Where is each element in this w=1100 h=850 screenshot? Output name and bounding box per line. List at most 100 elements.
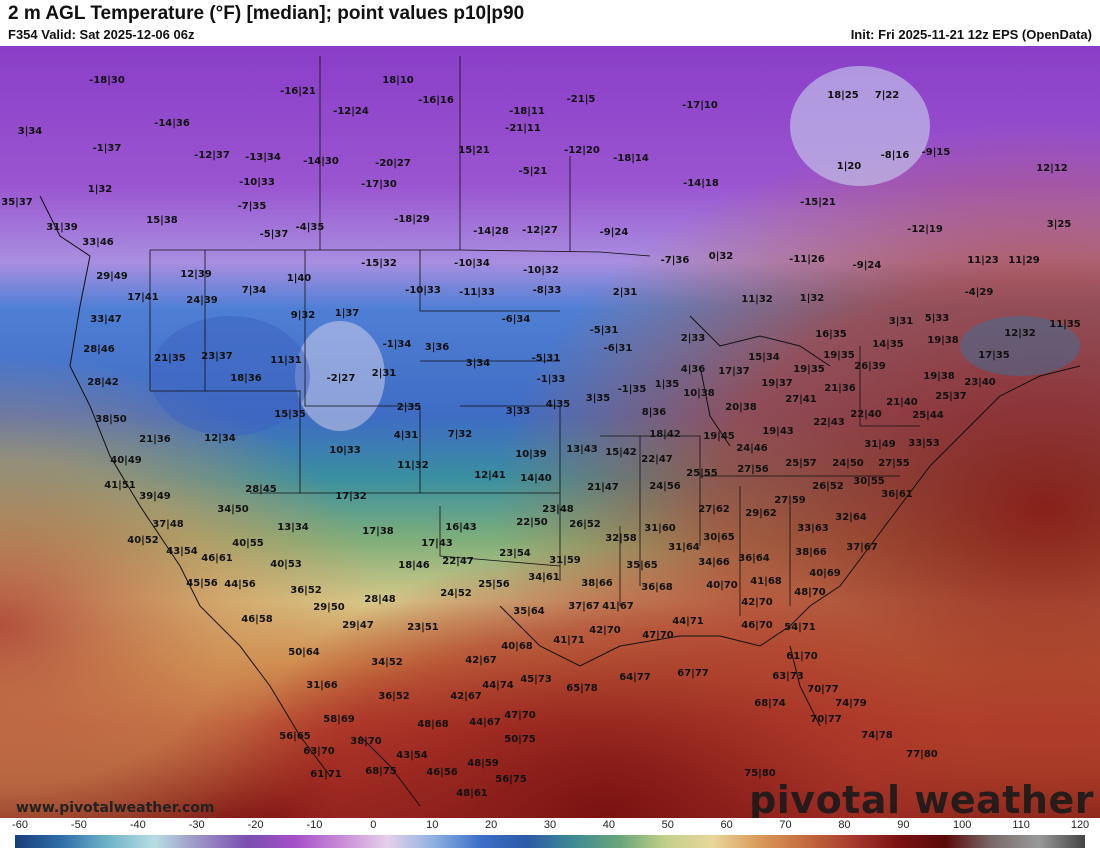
point-value: -1|33 — [536, 374, 566, 385]
point-value: -17|30 — [361, 179, 397, 190]
point-value: 43|54 — [166, 546, 198, 557]
point-value: -16|21 — [280, 86, 316, 97]
point-value: 42|67 — [465, 655, 497, 666]
colorbar-tick-label: 120 — [1070, 819, 1090, 831]
point-value: -17|10 — [682, 100, 718, 111]
point-value: 41|68 — [750, 576, 782, 587]
point-value: 38|66 — [795, 547, 827, 558]
point-value: 37|67 — [846, 542, 878, 553]
point-value: 47|70 — [504, 710, 536, 721]
point-value: 3|31 — [888, 316, 914, 327]
point-value: 10|39 — [515, 449, 547, 460]
point-value: 36|52 — [290, 585, 322, 596]
point-value: -18|14 — [613, 153, 649, 164]
point-value: 11|23 — [967, 255, 999, 266]
point-value: 33|46 — [82, 237, 114, 248]
point-value: 24|39 — [186, 295, 218, 306]
point-value: -4|29 — [964, 287, 994, 298]
point-value: 36|68 — [641, 582, 673, 593]
point-value: 24|52 — [440, 588, 472, 599]
point-value: 50|75 — [504, 734, 536, 745]
point-value: 35|64 — [513, 606, 545, 617]
point-value: 40|55 — [232, 538, 264, 549]
point-value: 44|71 — [672, 616, 704, 627]
point-value: 28|45 — [245, 484, 277, 495]
point-value: 3|35 — [585, 393, 611, 404]
point-value: 4|35 — [545, 399, 571, 410]
point-value: 29|62 — [745, 508, 777, 519]
point-value: 29|49 — [96, 271, 128, 282]
point-value: -5|31 — [531, 353, 561, 364]
point-value: -12|24 — [333, 106, 369, 117]
point-value: 38|66 — [581, 578, 613, 589]
point-value: -12|20 — [564, 145, 600, 156]
point-value: 19|45 — [703, 431, 735, 442]
point-value: 18|36 — [230, 373, 262, 384]
point-value: 15|42 — [605, 447, 637, 458]
point-value: 12|12 — [1036, 163, 1068, 174]
point-value: -12|37 — [194, 150, 230, 161]
point-value: -18|30 — [89, 75, 125, 86]
point-value: 63|70 — [303, 746, 335, 757]
point-value: 50|64 — [288, 647, 320, 658]
point-value: 25|55 — [686, 468, 718, 479]
point-value: 43|54 — [396, 750, 428, 761]
point-value: 11|29 — [1008, 255, 1040, 266]
colorbar-tick-label: 30 — [543, 819, 557, 831]
point-value: 21|35 — [154, 353, 186, 364]
point-value: -1|34 — [382, 339, 412, 350]
point-value: 14|35 — [872, 339, 904, 350]
colorbar-tick-label: 20 — [484, 819, 498, 831]
point-value: -1|35 — [617, 384, 647, 395]
point-value: 22|50 — [516, 517, 548, 528]
point-value: -20|27 — [375, 158, 411, 169]
point-value: 1|37 — [334, 308, 360, 319]
point-value: -1|37 — [92, 143, 122, 154]
point-value: 11|32 — [741, 294, 773, 305]
point-value: -21|5 — [566, 94, 596, 105]
colorbar-tick-label: -50 — [70, 819, 87, 831]
point-value: 42|70 — [589, 625, 621, 636]
point-value: 35|65 — [626, 560, 658, 571]
point-value: 19|43 — [762, 426, 794, 437]
point-value: 61|71 — [310, 769, 342, 780]
temperature-field — [0, 46, 1100, 818]
point-value: -15|32 — [361, 258, 397, 269]
point-value: 31|39 — [46, 222, 78, 233]
temperature-map[interactable]: -18|30 -16|21 18|10 -16|16 -21|5 -17|10 18|25 7… — [0, 46, 1100, 818]
point-value: 2|33 — [680, 333, 706, 344]
point-value: -4|35 — [295, 222, 325, 233]
point-value: 61|70 — [786, 651, 818, 662]
point-value: 4|31 — [393, 430, 419, 441]
point-value: 10|38 — [683, 388, 715, 399]
colorbar-tick-label: -20 — [247, 819, 264, 831]
colorbar-tick-label: 40 — [602, 819, 615, 831]
point-value: -18|29 — [394, 214, 430, 225]
point-value: -8|33 — [532, 285, 562, 296]
point-value: 32|64 — [835, 512, 867, 523]
point-value: 36|64 — [738, 553, 770, 564]
point-value: 18|46 — [398, 560, 430, 571]
point-value: -21|11 — [505, 123, 541, 134]
point-value: 40|52 — [127, 535, 159, 546]
point-value: 7|34 — [241, 285, 267, 296]
colorbar-tick-label: -30 — [188, 819, 205, 831]
point-value: 1|32 — [799, 293, 825, 304]
point-value: 40|49 — [110, 455, 142, 466]
point-value: 40|53 — [270, 559, 302, 570]
point-value: 25|56 — [478, 579, 510, 590]
point-value: 19|38 — [927, 335, 959, 346]
point-value: 33|53 — [908, 438, 940, 449]
point-value: 37|67 — [568, 601, 600, 612]
colorbar-tick-label: -40 — [129, 819, 146, 831]
point-value: 2|31 — [371, 368, 397, 379]
point-value: 47|70 — [642, 630, 674, 641]
point-value: 27|41 — [785, 394, 817, 405]
point-value: 41|67 — [602, 601, 634, 612]
point-value: 27|55 — [878, 458, 910, 469]
point-value: 18|42 — [649, 429, 681, 440]
point-value: 13|34 — [277, 522, 309, 533]
point-value: 65|78 — [566, 683, 598, 694]
point-value: 46|70 — [741, 620, 773, 631]
point-value: -14|30 — [303, 156, 339, 167]
